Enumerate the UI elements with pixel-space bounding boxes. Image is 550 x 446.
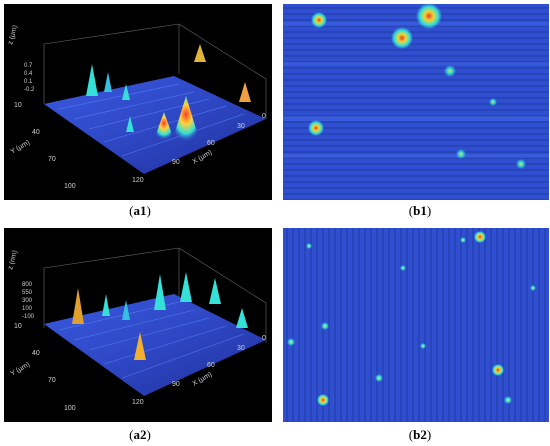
z-tick-a2-1: 550 (22, 290, 33, 296)
peak-a2-1 (72, 288, 84, 324)
spot-b2-6 (375, 374, 383, 382)
x-tick-a2-0: 120 (132, 399, 144, 406)
y-tick-a2-2: 70 (48, 377, 56, 384)
z-tick-a1-3: -0.2 (24, 87, 35, 93)
x-tick-a2-1: 90 (172, 381, 180, 388)
y-tick-a1-2: 70 (48, 156, 56, 163)
caption-a1-letter: a1 (133, 203, 147, 218)
spot-b2-1 (474, 231, 486, 243)
z-tick-a2-4: -100 (22, 314, 35, 320)
caption-b1-letter: b1 (413, 203, 427, 218)
caption-a2: (a2) (129, 427, 151, 442)
map-streaks-b1 (283, 22, 549, 158)
map-spots-b1 (308, 4, 526, 169)
x-tick-a2-4: 0 (262, 335, 266, 342)
peak-a2-6 (102, 294, 110, 316)
spot-b1-1 (311, 12, 327, 28)
caption-b2-letter: b2 (413, 427, 427, 442)
spot-b2-10 (306, 243, 312, 249)
y-tick-a1-0: 10 (14, 102, 22, 109)
surface-2d-map-b2 (283, 228, 549, 422)
z-tick-a2-3: 100 (22, 306, 33, 312)
surface-2d-b1-svg (283, 4, 549, 200)
z-tick-a1-0: 0.7 (24, 63, 33, 69)
spot-b2-2 (492, 364, 504, 376)
peak-a1-2 (154, 112, 174, 140)
x-axis-label-a2: X (µm) (192, 371, 214, 388)
z-tick-a2-0: 800 (22, 282, 33, 288)
z-tick-a2-2: 300 (22, 298, 33, 304)
spot-b1-5 (444, 65, 456, 77)
y-tick-a2-1: 40 (32, 350, 40, 357)
spot-b1-2 (416, 4, 442, 29)
plot-box-a2 (43, 247, 267, 343)
z-tick-a1-2: 0.1 (24, 79, 33, 85)
surface-peaks-a1 (86, 44, 251, 142)
spot-b1-7 (516, 159, 526, 169)
z-axis-label-a1: z (µm) (7, 24, 19, 45)
y-tick-a1-1: 40 (32, 129, 40, 136)
surface-peaks-a2 (72, 272, 248, 360)
spot-b1-3 (391, 27, 413, 49)
peak-a1-7 (122, 84, 130, 100)
surface-3d-plot-a1: z (µm) 0.7 0.4 0.1 -0.2 10 40 70 100 Y (… (4, 4, 272, 200)
plot-box-a1 (43, 23, 267, 119)
x-tick-a1-4: 0 (262, 113, 266, 120)
spot-b1-6 (456, 149, 466, 159)
surface-3d-a2-svg: z (nm) 800 550 300 100 -100 10 40 70 100… (7, 247, 267, 412)
surface-a1 (44, 76, 266, 174)
surface-a2 (44, 294, 266, 396)
y-tick-a1-3: 100 (64, 183, 76, 190)
caption-b2: (b2) (408, 427, 432, 442)
surface-2d-map-b1 (283, 4, 549, 200)
y-axis-label-a2: Y (µm) (10, 361, 32, 378)
x-tick-a1-3: 30 (237, 123, 245, 130)
spot-b2-3 (317, 394, 329, 406)
surface-3d-plot-a2: z (nm) 800 550 300 100 -100 10 40 70 100… (4, 228, 272, 422)
spot-b2-5 (321, 322, 329, 330)
x-axis-label-a1: X (µm) (192, 149, 214, 166)
peak-a2-3 (180, 272, 192, 302)
peak-a2-2 (154, 274, 166, 310)
spot-b1-8 (489, 98, 497, 106)
x-tick-a2-3: 30 (237, 345, 245, 352)
y-tick-a2-0: 10 (14, 323, 22, 330)
peak-a1-5 (86, 64, 98, 96)
caption-b1: (b1) (408, 203, 432, 218)
peak-a1-8 (126, 116, 134, 132)
x-tick-a1-1: 90 (172, 159, 180, 166)
peak-a1-1 (172, 96, 200, 142)
spot-b2-11 (530, 285, 536, 291)
surface-2d-b2-svg (283, 228, 549, 422)
map-background-b1 (283, 4, 549, 200)
surface-3d-a1-svg: z (µm) 0.7 0.4 0.1 -0.2 10 40 70 100 Y (… (7, 23, 267, 190)
spot-b2-4 (287, 338, 295, 346)
spot-b2-8 (504, 396, 512, 404)
peak-a1-6 (104, 72, 112, 92)
peak-a1-4 (239, 82, 251, 102)
peak-a2-4 (209, 278, 221, 304)
spot-b2-12 (400, 265, 406, 271)
peak-a2-8 (122, 300, 130, 320)
x-tick-a1-0: 120 (132, 177, 144, 184)
peak-a1-3 (194, 44, 206, 62)
z-axis-label-a2: z (nm) (7, 250, 19, 271)
z-tick-a1-1: 0.4 (24, 71, 33, 77)
x-tick-a2-2: 60 (207, 362, 215, 369)
spot-b2-9 (420, 343, 426, 349)
caption-a2-letter: a2 (133, 427, 147, 442)
peak-a2-5 (134, 332, 146, 360)
y-axis-label-a1: Y (µm) (10, 139, 32, 156)
x-tick-a1-2: 60 (207, 140, 215, 147)
peak-a2-7 (236, 308, 248, 328)
map-spots-b2 (287, 231, 536, 406)
spot-b1-4 (308, 120, 324, 136)
spot-b2-7 (460, 237, 466, 243)
caption-a1: (a1) (129, 203, 151, 218)
y-tick-a2-3: 100 (64, 405, 76, 412)
